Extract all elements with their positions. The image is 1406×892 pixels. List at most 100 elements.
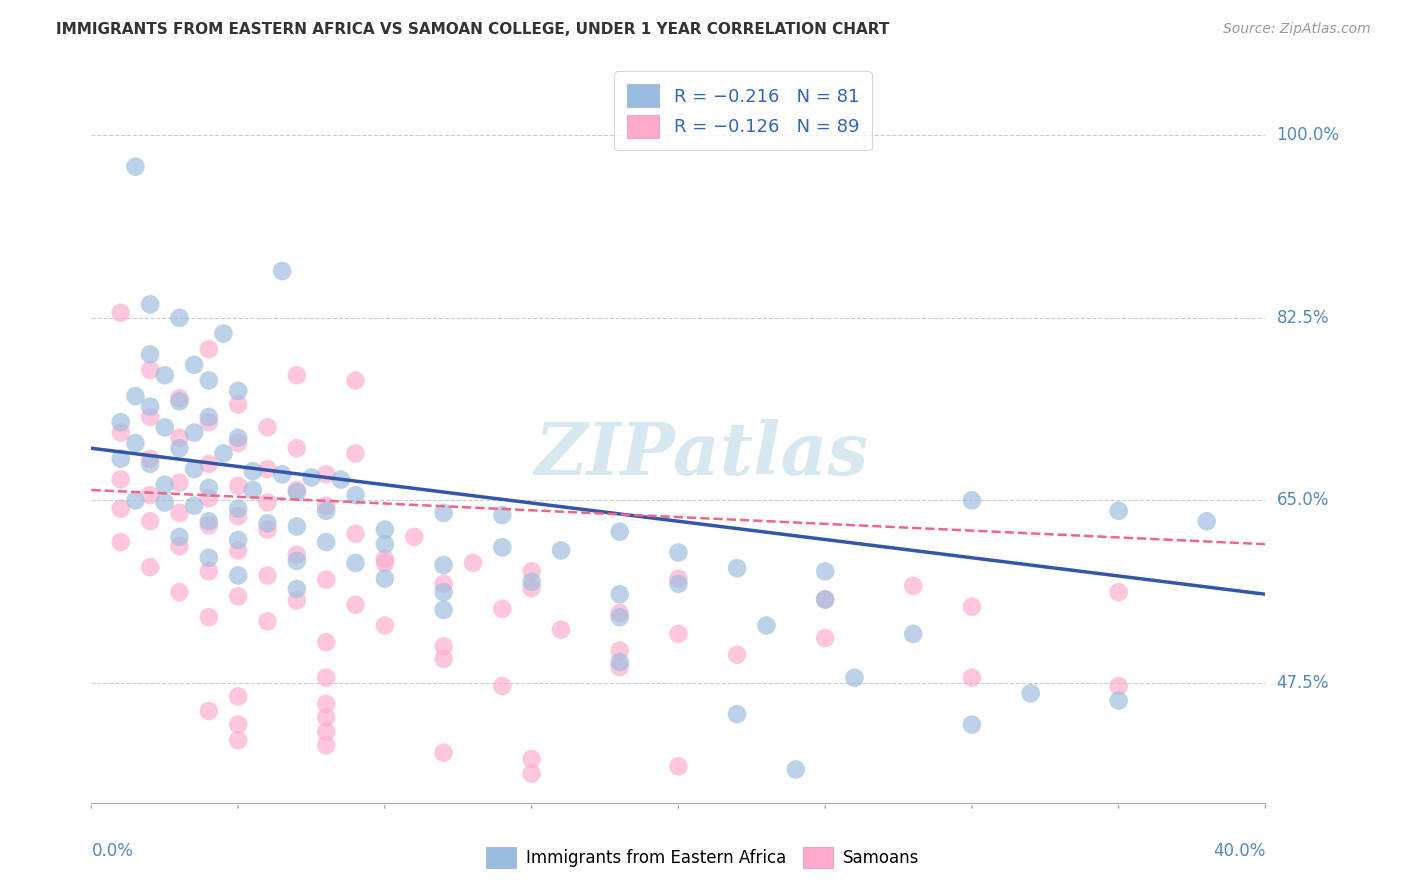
Point [139, 514, 162, 528]
Point [1195, 514, 1218, 528]
Point [285, 593, 308, 607]
Point [226, 436, 249, 450]
Point [256, 615, 278, 629]
Point [666, 759, 689, 773]
Point [491, 541, 513, 555]
Text: 65.0%: 65.0% [1277, 491, 1329, 509]
Point [491, 679, 513, 693]
Point [461, 556, 484, 570]
Point [183, 499, 205, 513]
Point [226, 509, 249, 524]
Point [285, 442, 308, 456]
Point [153, 368, 176, 383]
Point [226, 397, 249, 411]
Point [432, 585, 454, 599]
Text: 100.0%: 100.0% [1277, 127, 1340, 145]
Point [609, 655, 631, 669]
Point [285, 485, 308, 500]
Point [124, 160, 146, 174]
Point [374, 523, 396, 537]
Point [242, 464, 264, 478]
Point [374, 572, 396, 586]
Point [1108, 585, 1130, 599]
Point [903, 627, 925, 641]
Point [197, 564, 219, 578]
Point [139, 400, 162, 414]
Point [285, 519, 308, 533]
Point [374, 537, 396, 551]
Point [226, 568, 249, 582]
Point [520, 564, 543, 578]
Point [124, 389, 146, 403]
Point [110, 501, 132, 516]
Point [666, 572, 689, 586]
Point [491, 602, 513, 616]
Point [197, 491, 219, 506]
Point [197, 409, 219, 424]
Point [432, 558, 454, 572]
Point [226, 479, 249, 493]
Point [344, 556, 367, 570]
Point [197, 342, 219, 356]
Point [226, 690, 249, 704]
Point [374, 618, 396, 632]
Point [315, 499, 337, 513]
Point [960, 493, 983, 508]
Point [226, 533, 249, 547]
Point [432, 746, 454, 760]
Point [256, 462, 278, 476]
Point [285, 483, 308, 497]
Point [153, 420, 176, 434]
Point [374, 551, 396, 566]
Point [432, 506, 454, 520]
Point [609, 660, 631, 674]
Point [755, 618, 778, 632]
Point [785, 763, 807, 777]
Point [344, 598, 367, 612]
Point [315, 725, 337, 739]
Point [666, 545, 689, 559]
Point [169, 475, 191, 490]
Point [153, 477, 176, 491]
Point [814, 592, 837, 607]
Point [212, 446, 235, 460]
Point [285, 582, 308, 596]
Point [226, 590, 249, 604]
Point [139, 347, 162, 361]
Point [814, 564, 837, 578]
Point [344, 526, 367, 541]
Point [315, 504, 337, 518]
Point [212, 326, 235, 341]
Point [315, 697, 337, 711]
Text: ZIPatlas: ZIPatlas [534, 419, 869, 491]
Point [329, 473, 352, 487]
Point [271, 264, 294, 278]
Point [344, 446, 367, 460]
Point [110, 306, 132, 320]
Point [1108, 504, 1130, 518]
Point [725, 648, 748, 662]
Point [139, 451, 162, 466]
Point [169, 391, 191, 405]
Text: 40.0%: 40.0% [1213, 842, 1265, 860]
Point [226, 733, 249, 747]
Text: 47.5%: 47.5% [1277, 673, 1329, 692]
Point [169, 394, 191, 409]
Point [169, 506, 191, 520]
Point [110, 451, 132, 466]
Point [432, 577, 454, 591]
Point [226, 501, 249, 516]
Point [344, 374, 367, 388]
Point [609, 587, 631, 601]
Point [197, 457, 219, 471]
Point [169, 431, 191, 445]
Legend: Immigrants from Eastern Africa, Samoans: Immigrants from Eastern Africa, Samoans [479, 840, 927, 875]
Point [197, 514, 219, 528]
Point [315, 535, 337, 549]
Text: 82.5%: 82.5% [1277, 309, 1329, 326]
Point [271, 467, 294, 482]
Point [285, 554, 308, 568]
Point [344, 488, 367, 502]
Point [197, 610, 219, 624]
Point [183, 425, 205, 440]
